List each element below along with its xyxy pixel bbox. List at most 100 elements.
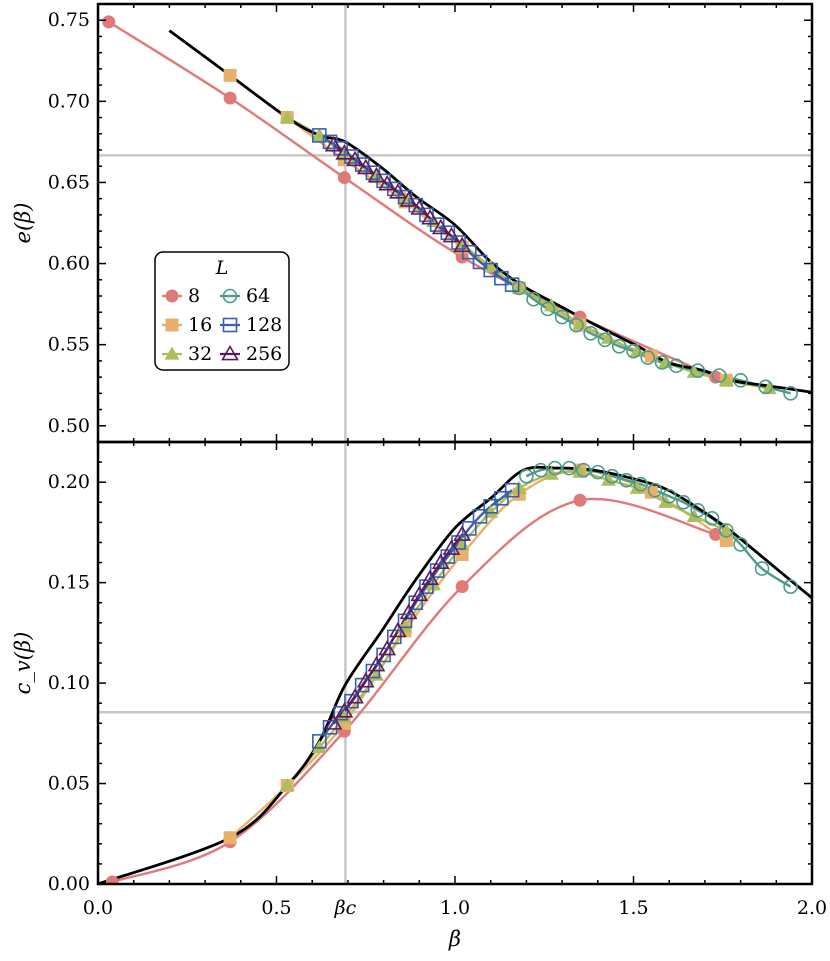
data-point-L64 xyxy=(704,511,720,526)
data-point-L32 xyxy=(718,372,734,386)
data-point-L8 xyxy=(709,527,723,541)
y-tick-label: 0.15 xyxy=(48,572,90,594)
data-point-L64 xyxy=(669,358,684,374)
data-point-L256 xyxy=(378,174,397,191)
series-line-L32 xyxy=(286,470,727,787)
y-tick-label: 0.10 xyxy=(48,672,90,694)
data-point-L256 xyxy=(335,702,354,718)
data-point-L64 xyxy=(654,355,670,370)
legend-label-L64: 64 xyxy=(246,285,270,307)
data-point-L256 xyxy=(399,603,418,620)
data-point-L64 xyxy=(554,309,570,325)
data-point-L128 xyxy=(472,254,488,270)
data-point-L64 xyxy=(604,468,620,484)
data-point-L64 xyxy=(597,332,613,348)
legend-marker-L8 xyxy=(165,289,179,303)
series-line-L64 xyxy=(518,286,791,395)
data-point-L64 xyxy=(583,326,598,341)
data-point-L64 xyxy=(661,488,677,504)
data-point-L64 xyxy=(619,472,634,488)
data-point-L256 xyxy=(410,585,429,602)
data-point-L256 xyxy=(367,655,386,672)
data-point-L128 xyxy=(461,244,477,260)
data-point-L64 xyxy=(626,343,641,359)
y-tick-label: 0.60 xyxy=(48,253,90,275)
legend-title: L xyxy=(215,257,229,279)
data-point-L64 xyxy=(576,462,591,478)
data-point-L128 xyxy=(483,498,499,514)
data-point-L64 xyxy=(711,368,727,383)
y-tick-label: 0.00 xyxy=(48,873,90,895)
data-point-L32 xyxy=(686,364,702,378)
legend-label-L256: 256 xyxy=(246,343,282,365)
data-point-L256 xyxy=(346,150,364,167)
data-point-L256 xyxy=(410,199,429,215)
data-point-L256 xyxy=(367,166,386,183)
data-point-L256 xyxy=(442,226,461,243)
data-point-L128 xyxy=(408,595,424,611)
data-point-L256 xyxy=(324,714,343,730)
beta-c-label: βc xyxy=(334,897,357,919)
y-tick-label: 0.65 xyxy=(48,171,90,193)
data-point-L256 xyxy=(399,191,418,207)
data-point-L8 xyxy=(223,91,237,105)
data-point-L256 xyxy=(421,569,439,586)
legend-marker-L32 xyxy=(164,346,180,360)
data-point-L16 xyxy=(719,533,733,547)
data-point-L256 xyxy=(453,525,471,541)
data-point-L64 xyxy=(519,468,534,484)
data-point-L32 xyxy=(572,316,588,330)
data-point-L64 xyxy=(647,482,663,498)
x-axis-label: β xyxy=(448,927,461,951)
data-point-L8 xyxy=(573,493,587,507)
data-point-L32 xyxy=(718,522,734,537)
data-point-L32 xyxy=(629,343,645,357)
data-point-L32 xyxy=(572,464,588,478)
data-point-L64 xyxy=(690,363,706,378)
data-point-L32 xyxy=(454,536,470,551)
y-tick-label: 0.50 xyxy=(48,415,90,437)
legend-marker-L64 xyxy=(222,288,238,304)
data-point-L64 xyxy=(758,379,773,395)
data-point-L256 xyxy=(356,671,375,688)
data-point-L64 xyxy=(533,462,548,478)
series-group xyxy=(102,15,812,401)
data-point-L128 xyxy=(312,734,327,749)
data-point-L128 xyxy=(333,705,349,721)
data-point-L128 xyxy=(494,490,509,506)
data-point-L8 xyxy=(105,875,119,884)
data-point-L256 xyxy=(346,688,364,704)
data-point-L64 xyxy=(547,460,563,476)
data-point-L64 xyxy=(676,494,691,510)
y-tick-label: 0.55 xyxy=(48,334,90,356)
data-point-L16 xyxy=(455,548,469,562)
data-point-L256 xyxy=(453,236,471,253)
series-line-L16 xyxy=(229,74,727,382)
data-point-L64 xyxy=(561,460,577,476)
y-tick-label: 0.70 xyxy=(48,90,90,112)
data-point-L256 xyxy=(335,144,354,160)
data-point-L128 xyxy=(504,482,520,498)
data-point-L64 xyxy=(719,523,734,538)
data-point-L64 xyxy=(611,338,627,354)
data-point-L32 xyxy=(761,380,777,395)
data-point-L64 xyxy=(690,503,706,518)
legend: L8 16 32 64 128 256 xyxy=(154,251,290,371)
legend-label-L32: 32 xyxy=(188,343,212,365)
series-line-L8 xyxy=(111,497,716,884)
data-point-L32 xyxy=(311,739,327,753)
data-point-L256 xyxy=(389,621,407,638)
data-point-L128 xyxy=(419,579,434,594)
data-point-L256 xyxy=(356,158,375,175)
legend-label-L16: 16 xyxy=(188,314,212,336)
data-point-L64 xyxy=(640,350,656,365)
x-tick-label: 1.0 xyxy=(440,897,470,919)
data-point-L16 xyxy=(223,68,237,82)
data-point-L256 xyxy=(431,218,450,235)
data-point-L256 xyxy=(378,639,397,656)
y-axis-label: c_v(β) xyxy=(11,632,35,695)
legend-marker-L256 xyxy=(221,344,239,361)
data-point-L64 xyxy=(590,464,606,480)
